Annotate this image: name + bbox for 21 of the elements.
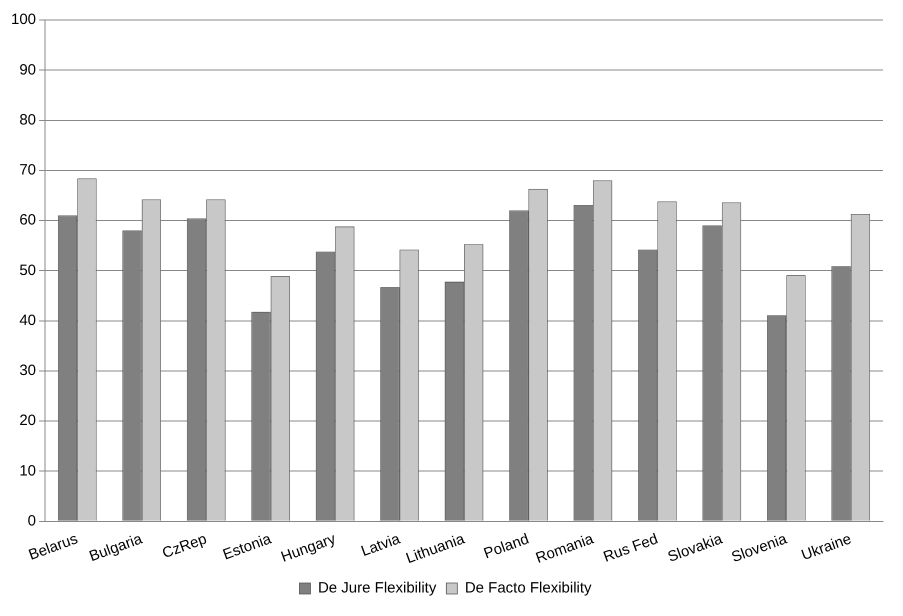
- y-tick-label: 50: [19, 262, 36, 279]
- y-tick-label: 10: [19, 462, 36, 480]
- y-tick-label: 40: [19, 312, 36, 329]
- legend-label: De Jure Flexibility: [318, 580, 437, 597]
- x-tick-label: Belarus: [26, 530, 80, 564]
- x-tick-label: Bulgaria: [87, 530, 146, 566]
- x-tick-label: CzRep: [160, 530, 209, 562]
- x-tick-label: Rus Fed: [601, 530, 660, 566]
- y-tick-label: 70: [19, 162, 36, 179]
- x-tick-label: Ukraine: [799, 530, 854, 564]
- x-tick-label: Slovakia: [666, 530, 726, 566]
- y-tick-label: 80: [19, 111, 36, 128]
- y-tick-label: 0: [28, 512, 36, 530]
- legend-label: De Facto Flexibility: [464, 580, 592, 597]
- y-tick-label: 90: [19, 61, 36, 78]
- y-tick-label: 60: [19, 212, 36, 229]
- x-tick-label: Latvia: [358, 530, 403, 560]
- y-tick-label: 100: [10, 11, 36, 28]
- y-tick-label: 30: [19, 362, 36, 380]
- y-tick-label: 20: [19, 412, 36, 430]
- x-tick-label: Estonia: [220, 530, 274, 564]
